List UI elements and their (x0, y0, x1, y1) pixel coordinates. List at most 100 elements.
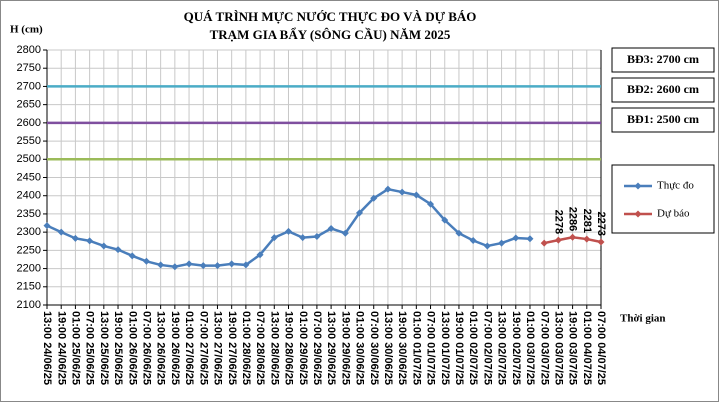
series-marker (583, 235, 591, 243)
x-tick-label: 19:00 26/06/25 (169, 311, 181, 385)
x-tick-label: 07:00 04/07/25 (595, 311, 607, 385)
x-tick-label: 07:00 30/06/25 (368, 311, 380, 385)
x-tick-label: 07:00 29/06/25 (311, 311, 323, 385)
y-tick-label: 2750 (17, 62, 41, 74)
series-marker (71, 234, 79, 242)
x-tick-label: 19:00 01/07/25 (453, 311, 465, 385)
data-label: 2286 (567, 207, 579, 231)
chart-subtitle: TRẠM GIA BẨY (SÔNG CẦU) NĂM 2025 (210, 27, 451, 42)
series-marker (213, 262, 221, 270)
y-tick-label: 2100 (17, 299, 41, 311)
y-tick-label: 2550 (17, 135, 41, 147)
x-tick-label: 07:00 26/06/25 (141, 311, 153, 385)
x-tick-label: 13:00 24/06/25 (41, 311, 53, 385)
x-tick-label: 01:00 29/06/25 (297, 311, 309, 385)
y-tick-label: 2200 (17, 262, 41, 274)
y-tick-label: 2650 (17, 99, 41, 111)
x-tick-label: 19:00 25/06/25 (112, 311, 124, 385)
series-marker (341, 229, 349, 237)
series-marker (185, 260, 193, 268)
data-label: 2281 (581, 209, 593, 233)
series-marker (455, 229, 463, 237)
x-tick-label: 19:00 30/06/25 (396, 311, 408, 385)
x-tick-label: 01:00 27/06/25 (183, 311, 195, 385)
y-tick-label: 2450 (17, 171, 41, 183)
series-marker (427, 200, 435, 208)
y-tick-label: 2150 (17, 281, 41, 293)
series-marker (43, 222, 51, 230)
reference-box (611, 107, 715, 133)
series-marker (441, 216, 449, 224)
x-tick-label: 07:00 27/06/25 (197, 311, 209, 385)
x-tick-label: 01:00 25/06/25 (70, 311, 82, 385)
x-tick-label: 07:00 28/06/25 (254, 311, 266, 385)
y-tick-label: 2600 (17, 117, 41, 129)
series-marker (540, 239, 548, 247)
x-tick-label: 19:00 29/06/25 (339, 311, 351, 385)
x-tick-label: 13:00 26/06/25 (155, 311, 167, 385)
x-tick-label: 07:00 01/07/25 (425, 311, 437, 385)
series-marker (100, 242, 108, 250)
series-marker (498, 239, 506, 247)
chart-title: QUÁ TRÌNH MỰC NƯỚC THỰC ĐO VÀ DỰ BÁO (184, 9, 477, 24)
legend-marker (634, 210, 642, 218)
series-marker (554, 236, 562, 244)
data-label: 2278 (552, 210, 564, 234)
series-marker (483, 242, 491, 250)
y-tick-label: 2250 (17, 244, 41, 256)
x-tick-label: 13:00 30/06/25 (382, 311, 394, 385)
legend-label: Dự báo (657, 208, 690, 220)
y-tick-label: 2400 (17, 190, 41, 202)
y-tick-label: 2500 (17, 153, 41, 165)
y-tick-label: 2700 (17, 80, 41, 92)
reference-box (611, 77, 715, 103)
x-tick-label: 19:00 28/06/25 (283, 311, 295, 385)
x-tick-label: 13:00 03/07/25 (552, 311, 564, 385)
legend-box (611, 164, 715, 234)
x-tick-label: 19:00 03/07/25 (567, 311, 579, 385)
series-marker (299, 234, 307, 242)
x-tick-label: 13:00 02/07/25 (496, 311, 508, 385)
series-marker (398, 188, 406, 196)
series-marker (157, 261, 165, 269)
x-tick-label: 01:00 28/06/25 (240, 311, 252, 385)
series-marker (313, 233, 321, 241)
series-marker (86, 237, 94, 245)
x-tick-label: 13:00 27/06/25 (212, 311, 224, 385)
reference-label: BĐ1: 2500 cm (627, 112, 699, 126)
series-marker (469, 237, 477, 245)
legend-label: Thực đo (657, 180, 694, 192)
series-marker (242, 261, 250, 269)
x-tick-label: 01:00 26/06/25 (126, 311, 138, 385)
series-marker (526, 235, 534, 243)
x-tick-label: 07:00 02/07/25 (481, 311, 493, 385)
series-marker (569, 233, 577, 241)
series-marker (384, 185, 392, 193)
series-marker (284, 227, 292, 235)
x-tick-label: 19:00 02/07/25 (510, 311, 522, 385)
y-tick-label: 2350 (17, 208, 41, 220)
series-marker (512, 234, 520, 242)
series-marker (370, 194, 378, 202)
x-axis-label: Thời gian (620, 313, 666, 325)
series-marker (171, 263, 179, 271)
x-tick-label: 13:00 28/06/25 (268, 311, 280, 385)
series-marker (142, 257, 150, 265)
reference-label: BĐ2: 2600 cm (627, 82, 699, 96)
series-marker (199, 262, 207, 270)
reference-label: BĐ3: 2700 cm (627, 52, 699, 66)
x-tick-label: 01:00 30/06/25 (354, 311, 366, 385)
y-axis-label: H (cm) (10, 24, 43, 36)
series-marker (57, 228, 65, 236)
x-tick-label: 13:00 29/06/25 (325, 311, 337, 385)
series-marker (327, 225, 335, 232)
series-marker (412, 191, 420, 199)
x-tick-label: 01:00 03/07/25 (524, 311, 536, 385)
legend-marker (634, 182, 642, 190)
y-tick-label: 2300 (17, 226, 41, 238)
x-tick-label: 01:00 01/07/25 (410, 311, 422, 385)
series-marker (228, 260, 236, 268)
data-label: 2273 (595, 211, 607, 235)
x-tick-label: 01:00 02/07/25 (467, 311, 479, 385)
